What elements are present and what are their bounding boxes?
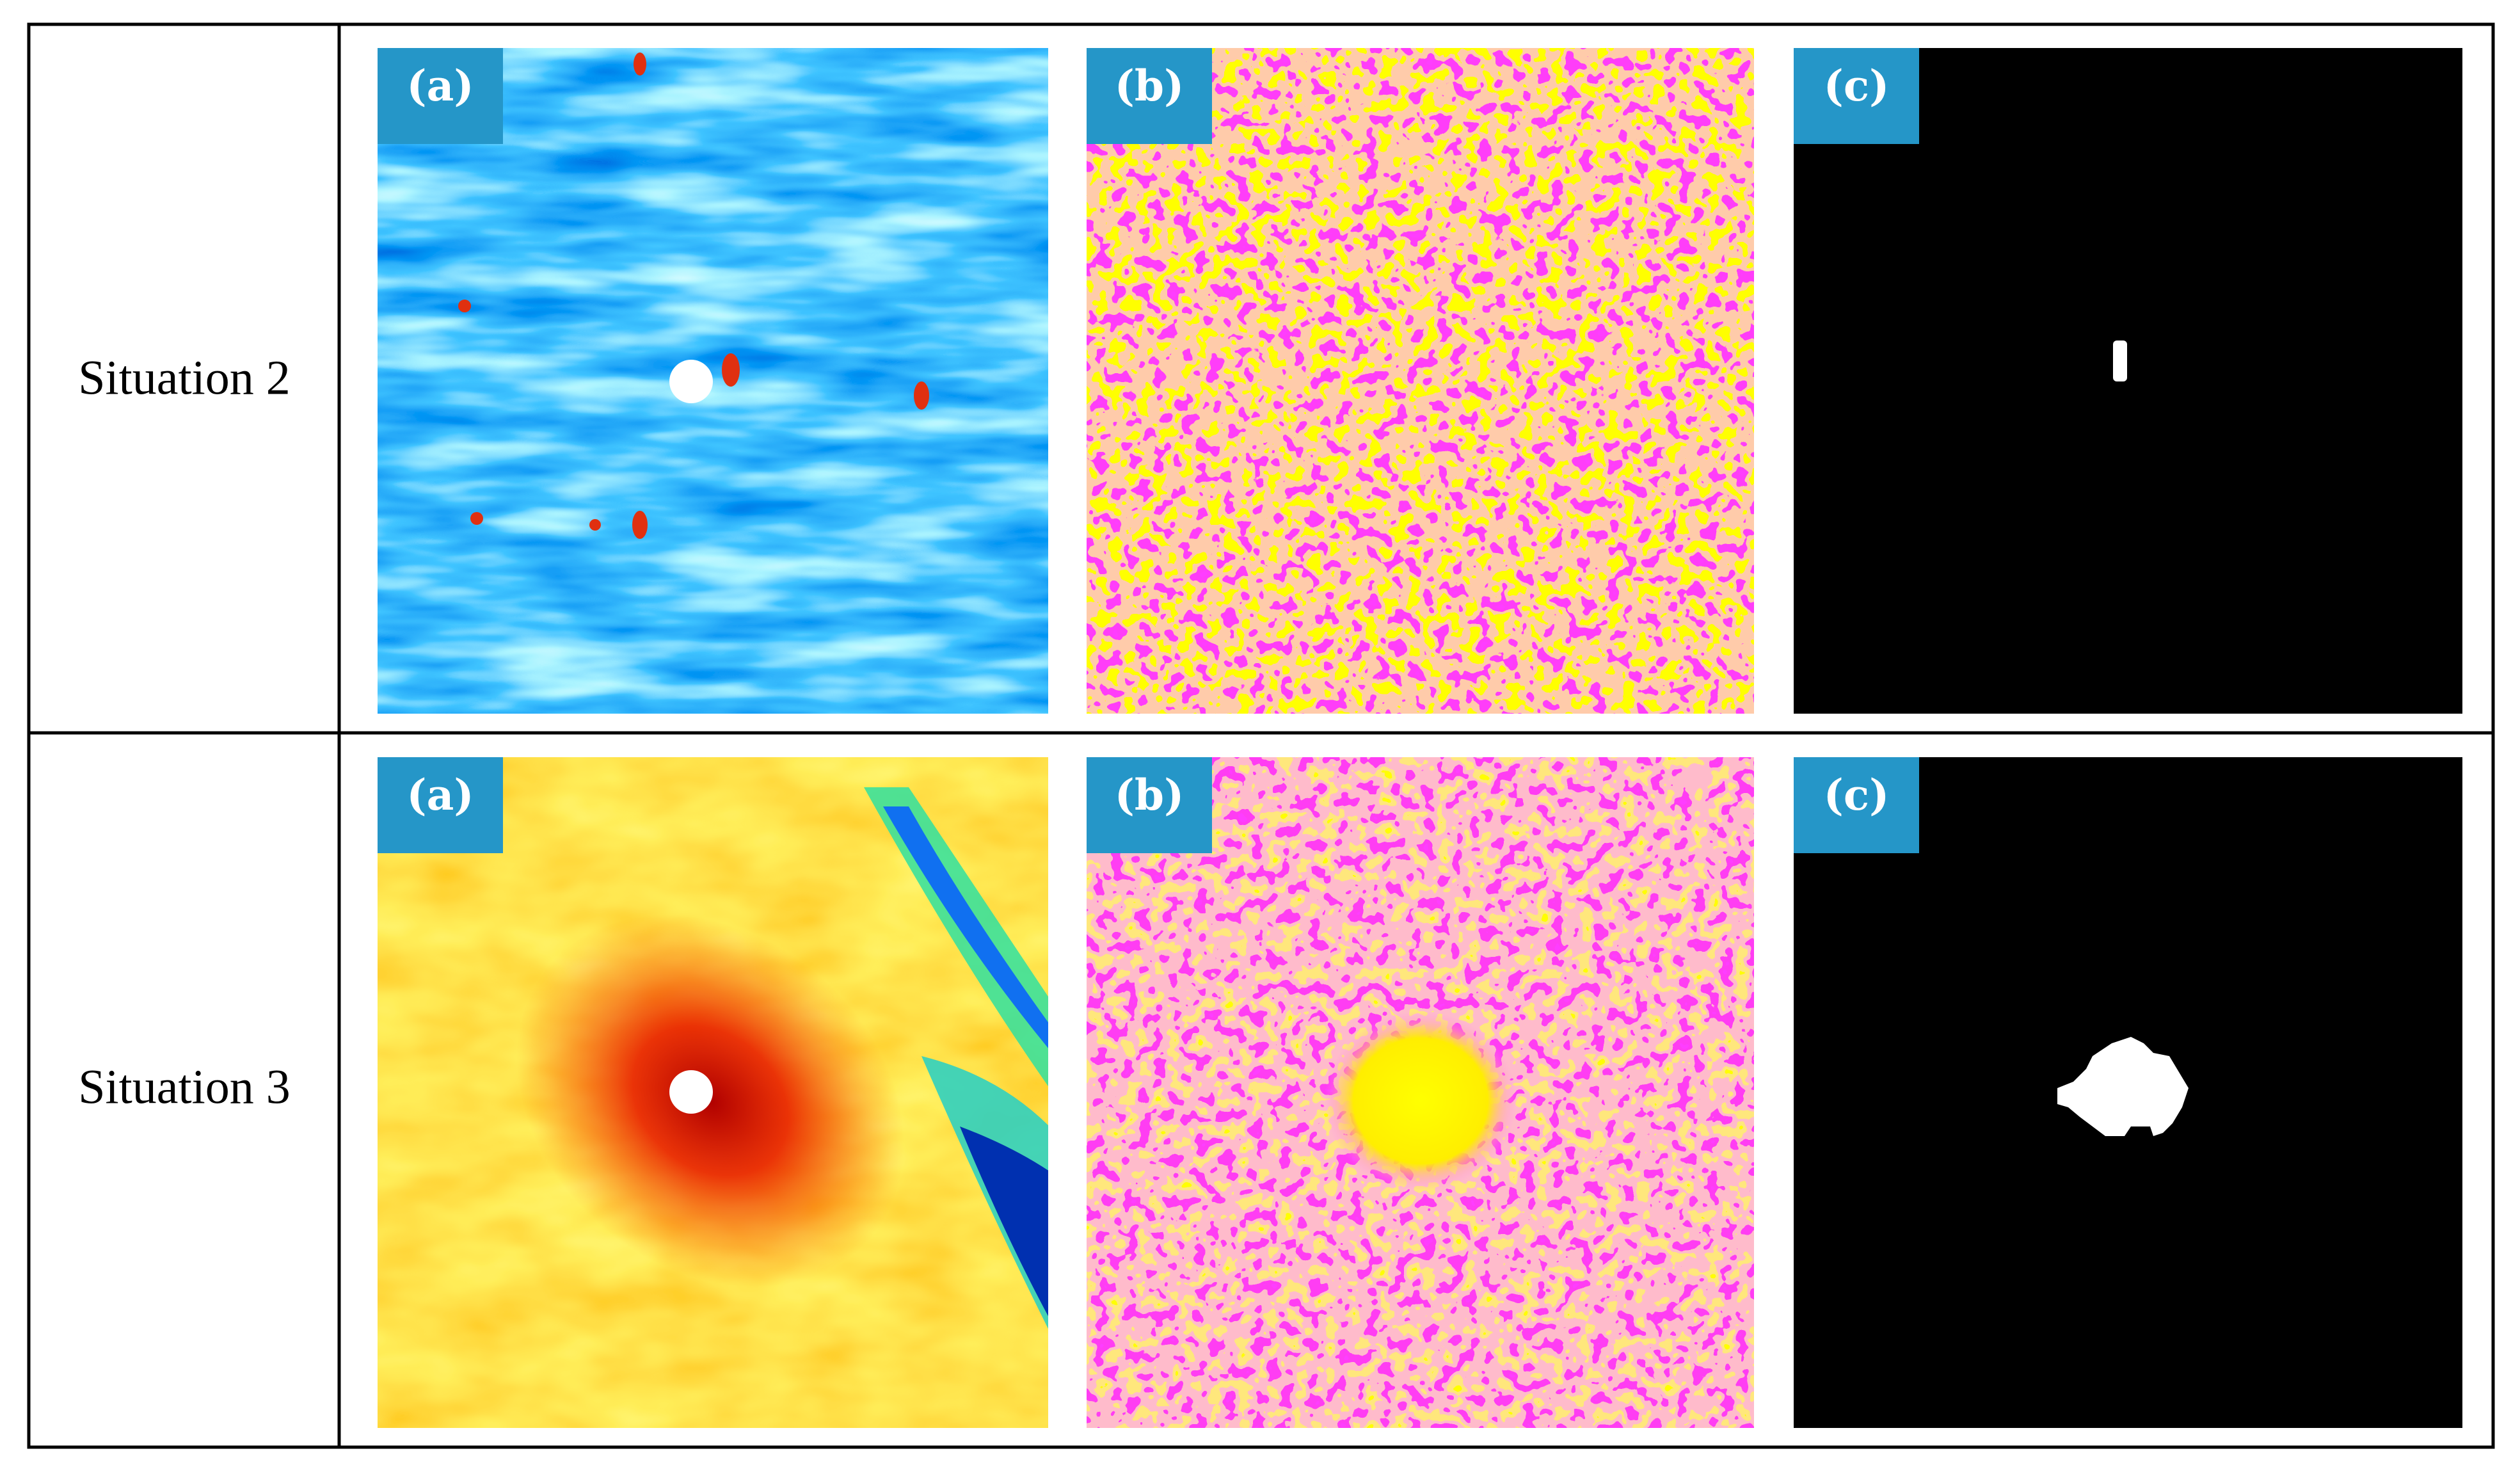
marker (669, 360, 713, 403)
panel-a: (a) (378, 757, 1048, 1428)
panel-tag (378, 757, 503, 853)
panel-tag-text: (a) (406, 61, 474, 111)
panel-tag (1794, 48, 1919, 144)
panel-tag-text: (b) (1115, 61, 1184, 111)
panel-tag-text: (b) (1115, 770, 1184, 820)
panel-c: (c) (1794, 757, 2462, 1428)
panel-b: (b) (1087, 48, 1754, 714)
row-label: Situation 2 (78, 351, 290, 405)
hotspot (1325, 1011, 1517, 1190)
mask-blob (2113, 341, 2127, 381)
row-label: Situation 3 (78, 1060, 290, 1114)
panel-tag-text: (c) (1824, 61, 1890, 111)
mask-blob (2057, 1037, 2189, 1136)
panel-tag (1087, 48, 1212, 144)
mask (1794, 48, 2462, 714)
panel-b: (b) (1087, 757, 1754, 1428)
panel-tag-text: (a) (406, 770, 474, 820)
panel-tag-text: (c) (1824, 770, 1890, 820)
table-border (27, 22, 2495, 1449)
heatmap (1087, 48, 1754, 714)
panel-tag (378, 48, 503, 144)
marker (669, 1070, 713, 1114)
panel-tag (1087, 757, 1212, 853)
hotspots (458, 52, 929, 539)
panel-a: (a) (378, 48, 1048, 714)
panel-c: (c) (1794, 48, 2462, 714)
panel-tag (1794, 757, 1919, 853)
heatmap (378, 48, 1048, 714)
